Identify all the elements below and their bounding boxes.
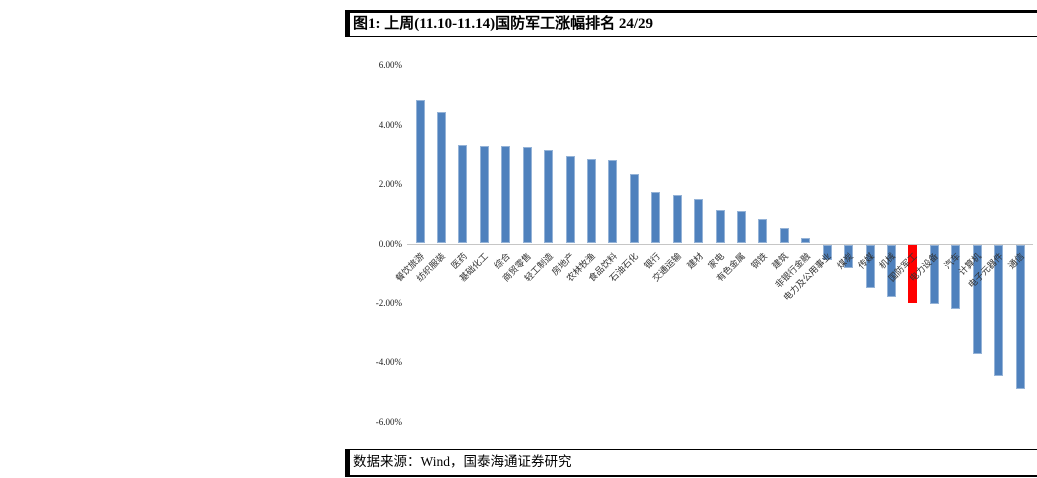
bar xyxy=(501,146,511,244)
y-axis-tick: 2.00% xyxy=(378,179,402,190)
bar xyxy=(458,145,468,244)
bar xyxy=(522,147,532,244)
source-note: 数据来源：Wind，国泰海通证券研究 xyxy=(345,449,1037,477)
bar xyxy=(715,209,725,244)
bar xyxy=(586,159,596,244)
bar xyxy=(479,145,489,244)
y-axis-tick: -4.00% xyxy=(375,357,402,368)
bar xyxy=(1015,244,1025,390)
bar xyxy=(994,244,1004,377)
figure-box: 图1: 上周(11.10-11.14)国防军工涨幅排名 24/29 6.00% 4… xyxy=(345,10,1037,477)
bar xyxy=(801,238,811,244)
bar xyxy=(972,244,982,355)
bar xyxy=(822,244,832,260)
bar xyxy=(672,195,682,244)
bar xyxy=(951,244,961,309)
figure-title: 图1: 上周(11.10-11.14)国防军工涨幅排名 24/29 xyxy=(345,10,1037,37)
bar xyxy=(865,244,875,289)
y-axis-tick: 0.00% xyxy=(378,238,402,249)
bar-chart: 6.00% 4.00% 2.00% 0.00% -2.00% -4.00% -6.00% 餐饮… xyxy=(345,37,1037,449)
bar xyxy=(886,244,896,298)
y-axis-tick: -6.00% xyxy=(375,416,402,427)
y-axis-tick: 6.00% xyxy=(378,60,402,71)
bar xyxy=(544,149,554,244)
bar-highlight xyxy=(908,244,918,304)
bar xyxy=(694,198,704,244)
x-axis-line xyxy=(407,243,1033,245)
bar xyxy=(629,174,639,244)
bar xyxy=(779,227,789,244)
bar xyxy=(758,219,768,244)
bar xyxy=(736,210,746,244)
bar xyxy=(565,155,575,244)
bar xyxy=(844,244,854,269)
bar xyxy=(436,111,446,244)
y-axis-tick: -2.00% xyxy=(375,297,402,308)
bar xyxy=(651,192,661,244)
bar xyxy=(929,244,939,305)
bar xyxy=(608,159,618,244)
y-axis-tick: 4.00% xyxy=(378,119,402,130)
bar xyxy=(415,100,425,244)
